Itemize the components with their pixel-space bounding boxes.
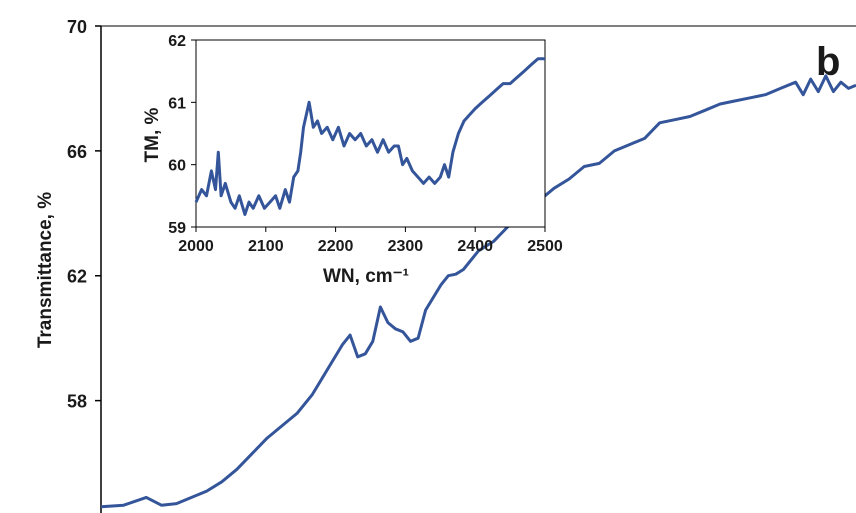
main-y-tick-label: 58 [67,392,87,412]
main-y-tick-label: 62 [67,267,87,287]
panel-label: b [816,40,840,84]
main-series [100,74,856,509]
inset-x-ticks: 2000 2100 2200 2300 2400 2500 [178,227,563,255]
main-y-ticks: 58 62 66 70 [67,17,101,412]
inset-y-tick-label: 61 [168,95,186,112]
inset-x-tick-label: 2300 [388,238,424,255]
inset-x-tick-label: 2100 [248,238,284,255]
inset-y-ticks: 59 60 61 62 [168,33,196,237]
main-y-tick-label: 66 [67,142,87,162]
inset-y-axis-title: TM, % [142,107,163,162]
inset-y-tick-label: 60 [168,158,186,175]
inset-y-tick-label: 62 [168,33,186,50]
inset-y-tick-label: 59 [168,220,186,237]
main-axes: 58 62 66 70 Transmittance, % b [35,17,856,513]
inset-series-line [194,57,545,216]
inset-x-axis-title: WN, cm⁻¹ [323,266,409,287]
inset-x-tick-label: 2200 [318,238,354,255]
main-y-tick-label: 70 [67,17,87,37]
main-series-line [100,74,856,509]
inset-frame [195,39,546,228]
inset-series [194,57,545,216]
inset-x-tick-label: 2500 [527,238,563,255]
inset-x-tick-label: 2000 [178,238,214,255]
inset-x-tick-label: 2400 [457,238,493,255]
main-y-axis-title: Transmittance, % [35,192,56,348]
